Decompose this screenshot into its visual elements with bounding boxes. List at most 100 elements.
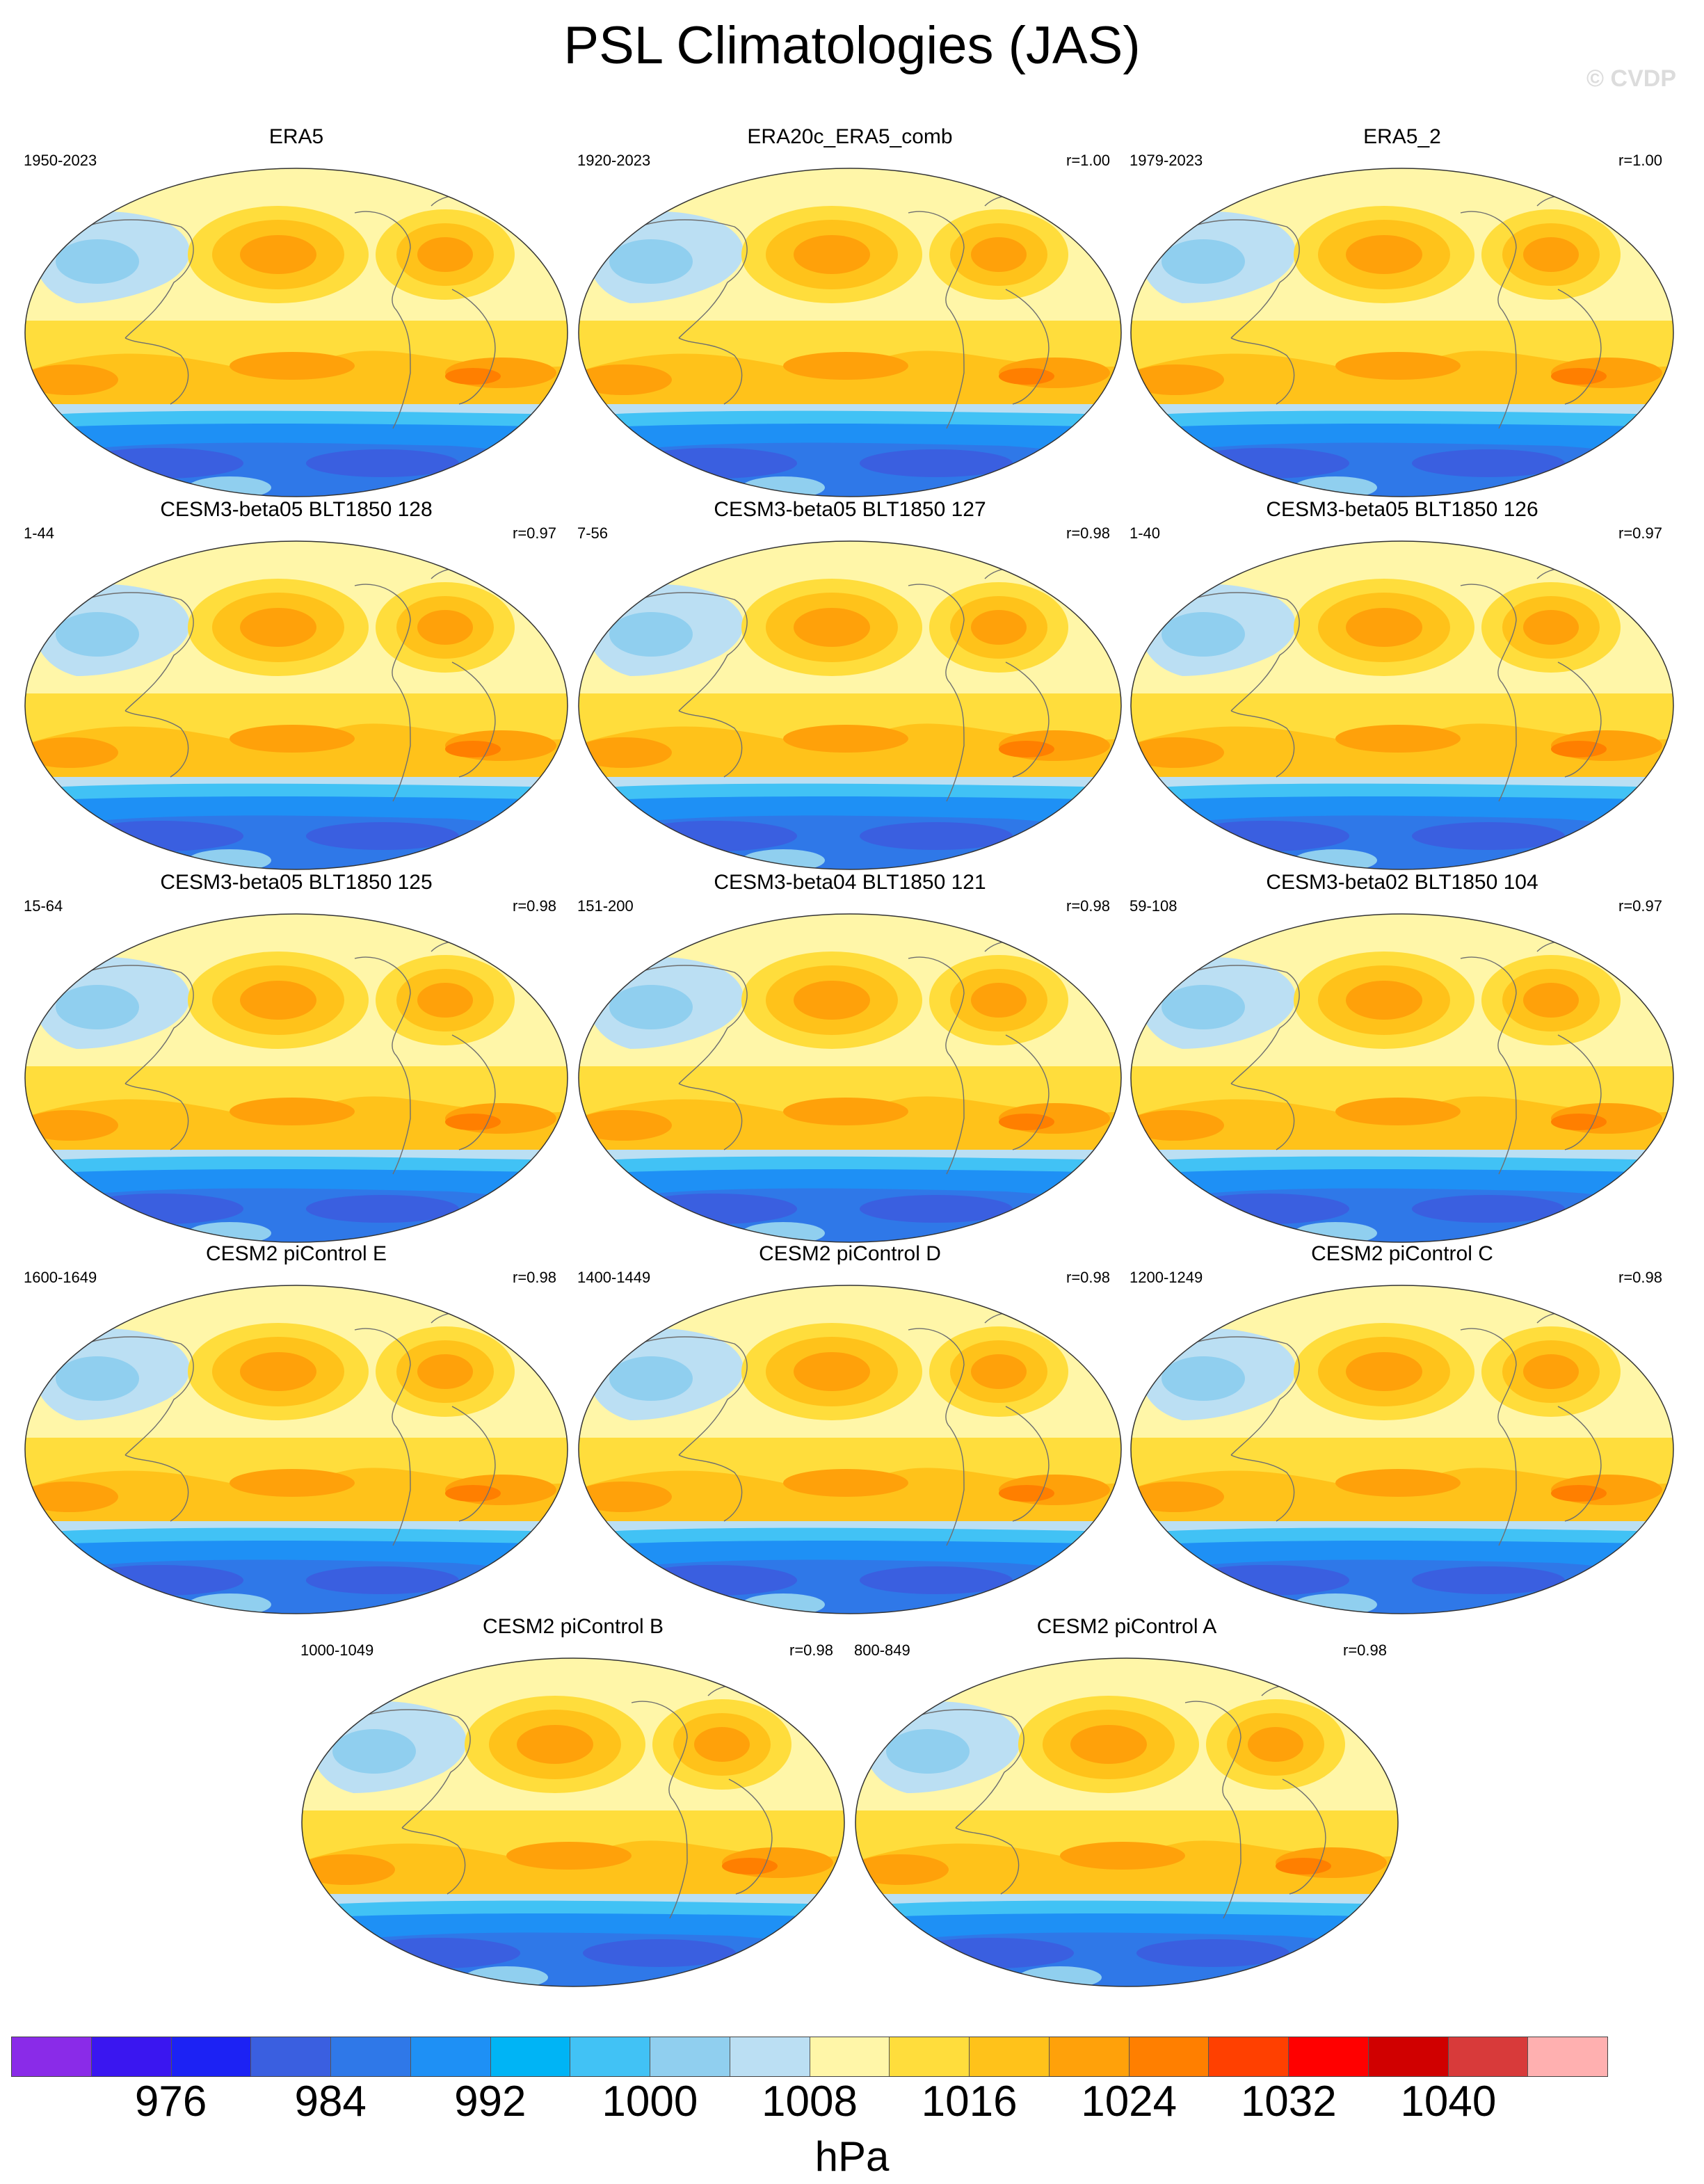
colorbar-tick-label: 976 (134, 2078, 207, 2126)
cvdp-watermark: © CVDP (1586, 65, 1676, 92)
panel-years: 1400-1449 (577, 1269, 651, 1286)
panel-years: 1-40 (1130, 524, 1161, 542)
figure-title: PSL Climatologies (JAS) (563, 16, 1141, 75)
panel-correlation: r=0.98 (1066, 897, 1110, 915)
colorbar-box (91, 2037, 172, 2076)
map-panel: CESM2 piControl A 800-849 r=0.98 (851, 1615, 1402, 1991)
colorbar-box (1289, 2037, 1369, 2076)
panel-years: 1920-2023 (577, 152, 651, 169)
panel-years: 1000-1049 (300, 1641, 374, 1659)
panel-correlation: r=0.98 (1343, 1641, 1387, 1659)
panel-correlation: r=0.98 (1066, 524, 1110, 542)
panel-correlation: r=0.98 (1618, 1269, 1662, 1286)
panel-years: 1600-1649 (24, 1269, 97, 1286)
colorbar-tick-label: 1008 (762, 2078, 858, 2126)
panel-correlation: r=0.98 (1066, 1269, 1110, 1286)
psl-map (1127, 1281, 1678, 1618)
map-panel: ERA20c_ERA5_comb 1920-2023 r=1.00 (574, 125, 1125, 501)
psl-map (21, 164, 572, 501)
panel-title: CESM2 piControl D (759, 1242, 941, 1265)
colorbar-box (730, 2037, 810, 2076)
colorbar-box (410, 2037, 491, 2076)
panel-years: 15-64 (24, 897, 63, 915)
panel-correlation: r=0.97 (1618, 524, 1662, 542)
psl-map (21, 910, 572, 1246)
map-panel: CESM2 piControl D 1400-1449 r=0.98 (574, 1242, 1125, 1618)
panel-title: CESM2 piControl B (482, 1615, 664, 1638)
psl-map (298, 1654, 849, 1991)
panel-correlation: r=0.98 (789, 1641, 833, 1659)
map-panel: ERA5 1950-2023 (21, 125, 572, 501)
map-panel: CESM2 piControl C 1200-1249 r=0.98 (1127, 1242, 1678, 1618)
map-panel: CESM3-beta05 BLT1850 126 1-40 r=0.97 (1127, 498, 1678, 874)
colorbar-box (331, 2037, 411, 2076)
panel-title: CESM2 piControl E (205, 1242, 387, 1265)
map-panel: CESM3-beta05 BLT1850 125 15-64 r=0.98 (21, 871, 572, 1246)
map-panel: CESM3-beta05 BLT1850 128 1-44 r=0.97 (21, 498, 572, 874)
panel-title: ERA5_2 (1363, 125, 1441, 148)
panel-title: CESM3-beta05 BLT1850 127 (714, 498, 986, 521)
colorbar-box (490, 2037, 571, 2076)
panel-title: CESM3-beta05 BLT1850 126 (1266, 498, 1538, 521)
panel-correlation: r=0.97 (513, 524, 556, 542)
panel-title: CESM3-beta04 BLT1850 121 (714, 871, 986, 894)
panel-correlation: r=0.98 (513, 897, 556, 915)
panel-years: 1950-2023 (24, 152, 97, 169)
panel-years: 1-44 (24, 524, 55, 542)
map-panel: CESM2 piControl E 1600-1649 r=0.98 (21, 1242, 572, 1618)
colorbar-tick-label: 984 (294, 2078, 367, 2126)
panel-years: 800-849 (854, 1641, 910, 1659)
panel-title: ERA20c_ERA5_comb (747, 125, 953, 148)
map-panel: ERA5_2 1979-2023 r=1.00 (1127, 125, 1678, 501)
map-panel: CESM3-beta05 BLT1850 127 7-56 r=0.98 (574, 498, 1125, 874)
colorbar (11, 2037, 1608, 2077)
psl-map (574, 537, 1125, 874)
psl-map (851, 1654, 1402, 1991)
psl-map (1127, 910, 1678, 1246)
colorbar-tick-label: 1016 (921, 2078, 1018, 2126)
colorbar-box (1448, 2037, 1529, 2076)
panel-years: 1979-2023 (1130, 152, 1203, 169)
colorbar-box (1209, 2037, 1289, 2076)
colorbar-tick-label: 1000 (602, 2078, 698, 2126)
colorbar-tick-label: 992 (454, 2078, 527, 2126)
colorbar-tick-label: 1024 (1081, 2078, 1177, 2126)
colorbar-box (1049, 2037, 1130, 2076)
panel-title: CESM3-beta02 BLT1850 104 (1266, 871, 1538, 894)
panel-correlation: r=1.00 (1618, 152, 1662, 169)
psl-map (574, 1281, 1125, 1618)
colorbar-box (1129, 2037, 1209, 2076)
panel-years: 59-108 (1130, 897, 1177, 915)
colorbar-tick-label: 1040 (1400, 2078, 1497, 2126)
panel-correlation: r=0.98 (513, 1269, 556, 1286)
colorbar-box (12, 2037, 92, 2076)
panel-years: 1200-1249 (1130, 1269, 1203, 1286)
psl-map (21, 1281, 572, 1618)
panel-title: CESM3-beta05 BLT1850 128 (160, 498, 433, 521)
colorbar-box (251, 2037, 331, 2076)
map-panel: CESM3-beta02 BLT1850 104 59-108 r=0.97 (1127, 871, 1678, 1246)
colorbar-box (1528, 2037, 1607, 2076)
colorbar-box (970, 2037, 1050, 2076)
panel-title: CESM3-beta05 BLT1850 125 (160, 871, 433, 894)
panel-title: ERA5 (268, 125, 324, 148)
panel-correlation: r=1.00 (1066, 152, 1110, 169)
panel-years: 7-56 (577, 524, 609, 542)
colorbar-box (1368, 2037, 1449, 2076)
panel-correlation: r=0.97 (1618, 897, 1662, 915)
panel-years: 151-200 (577, 897, 634, 915)
map-panel: CESM2 piControl B 1000-1049 r=0.98 (298, 1615, 849, 1991)
colorbar-box (810, 2037, 890, 2076)
colorbar-units: hPa (814, 2133, 890, 2180)
psl-map (1127, 537, 1678, 874)
map-panel: CESM3-beta04 BLT1850 121 151-200 r=0.98 (574, 871, 1125, 1246)
panel-title: CESM2 piControl C (1311, 1242, 1493, 1265)
psl-map (21, 537, 572, 874)
panel-title: CESM2 piControl A (1036, 1615, 1217, 1638)
psl-map (1127, 164, 1678, 501)
colorbar-box (171, 2037, 252, 2076)
psl-map (574, 910, 1125, 1246)
colorbar-box (890, 2037, 970, 2076)
colorbar-box (650, 2037, 730, 2076)
colorbar-box (570, 2037, 650, 2076)
